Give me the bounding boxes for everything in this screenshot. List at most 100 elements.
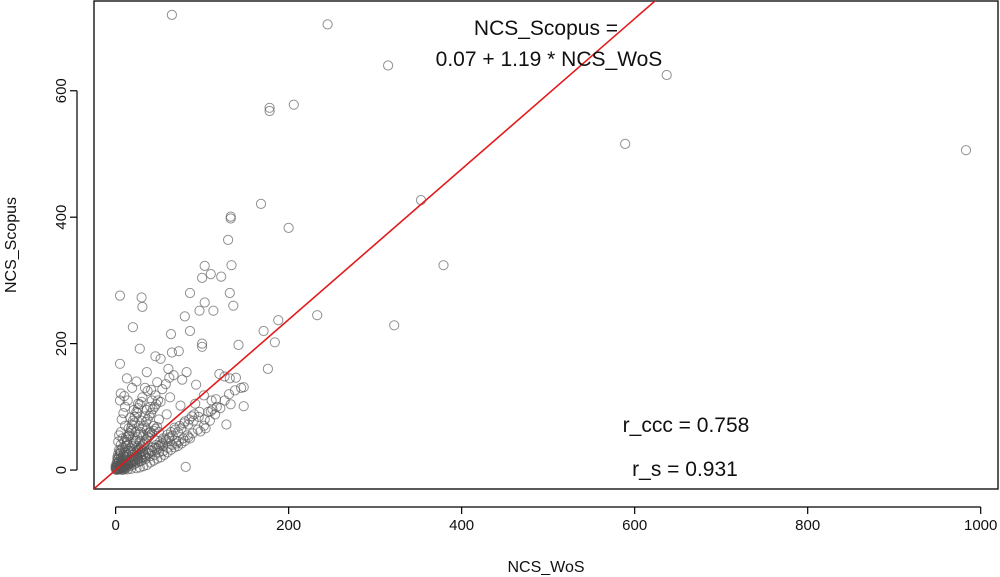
- data-point: [262, 363, 273, 374]
- data-point: [121, 373, 133, 384]
- data-point: [264, 105, 275, 117]
- data-point: [269, 337, 280, 348]
- data-point: [226, 260, 237, 271]
- data-point: [137, 301, 148, 312]
- data-point: [221, 419, 232, 430]
- data-point: [161, 409, 172, 420]
- data-point: [224, 373, 235, 384]
- data-point: [120, 420, 131, 431]
- data-point: [155, 452, 166, 463]
- data-point: [181, 367, 192, 378]
- data-point: [194, 305, 205, 316]
- data-point: [199, 297, 210, 308]
- x-axis: 0 200 400 600 800 1000: [111, 506, 997, 534]
- data-point: [258, 325, 269, 337]
- data-point: [139, 382, 151, 393]
- data-point: [173, 436, 184, 447]
- data-point: [153, 414, 164, 425]
- data-point: [189, 409, 200, 420]
- data-point: [197, 341, 208, 352]
- data-point: [118, 408, 129, 419]
- data-point: [141, 367, 152, 378]
- r-s-annotation: r_s = 0.931: [632, 458, 738, 481]
- data-point: [114, 290, 126, 301]
- data-point: [122, 434, 133, 445]
- data-point: [195, 426, 206, 437]
- data-point: [216, 271, 227, 282]
- data-point: [167, 430, 178, 441]
- plot-frame: [93, 0, 999, 490]
- data-point: [163, 363, 174, 374]
- data-point: [136, 292, 147, 303]
- data-point: [190, 398, 201, 409]
- data-points: [110, 9, 972, 476]
- data-point: [115, 388, 126, 399]
- data-point: [178, 418, 190, 429]
- data-point: [130, 454, 141, 465]
- data-point: [160, 436, 171, 447]
- data-point: [125, 458, 136, 469]
- data-point: [225, 213, 236, 224]
- data-point: [134, 399, 145, 410]
- data-point: [219, 371, 230, 382]
- data-point: [136, 396, 147, 407]
- data-point: [137, 423, 148, 434]
- data-point: [168, 370, 179, 381]
- data-point: [114, 395, 126, 406]
- data-point: [192, 424, 203, 435]
- data-point: [135, 451, 146, 462]
- data-point: [154, 437, 165, 448]
- data-point: [184, 433, 196, 444]
- data-point: [179, 311, 190, 322]
- data-point: [114, 358, 126, 369]
- data-point: [152, 395, 164, 406]
- data-point: [127, 419, 138, 430]
- data-point: [140, 416, 151, 428]
- data-point: [200, 423, 211, 434]
- data-point: [120, 440, 132, 452]
- data-point: [197, 338, 208, 349]
- data-point: [144, 410, 155, 421]
- data-point: [230, 372, 241, 383]
- data-point: [159, 449, 170, 460]
- regression-line: [94, 1, 657, 489]
- data-point: [179, 435, 190, 447]
- data-point: [122, 395, 133, 406]
- data-point: [160, 379, 171, 390]
- data-point: [204, 415, 215, 426]
- x-tick-label: 400: [449, 517, 474, 534]
- data-point: [191, 379, 202, 390]
- data-point: [115, 447, 126, 458]
- data-point: [140, 447, 151, 458]
- data-point: [198, 420, 209, 431]
- data-point: [205, 269, 216, 280]
- data-point: [162, 447, 173, 458]
- data-point: [151, 439, 162, 450]
- data-point: [188, 415, 199, 426]
- data-point: [137, 392, 148, 403]
- data-point: [273, 315, 284, 326]
- data-point: [131, 376, 142, 387]
- data-point: [157, 384, 168, 395]
- x-tick-label: 800: [795, 517, 820, 534]
- data-point: [155, 353, 166, 364]
- x-tick-label: 200: [276, 517, 301, 534]
- data-point: [228, 300, 239, 311]
- data-point: [119, 447, 130, 458]
- data-point: [233, 339, 244, 350]
- data-point: [134, 343, 145, 354]
- data-point: [198, 390, 209, 401]
- y-tick-label: 600: [53, 78, 70, 103]
- r-ccc-annotation: r_ccc = 0.758: [623, 414, 750, 437]
- equation-line-1: NCS_Scopus =: [474, 17, 618, 40]
- data-point: [288, 99, 299, 110]
- data-point: [224, 287, 235, 299]
- data-point: [142, 385, 153, 397]
- y-tick-label: 200: [53, 331, 70, 356]
- data-point: [255, 198, 267, 209]
- data-point: [126, 423, 137, 434]
- data-point: [177, 374, 188, 385]
- data-point: [120, 401, 131, 412]
